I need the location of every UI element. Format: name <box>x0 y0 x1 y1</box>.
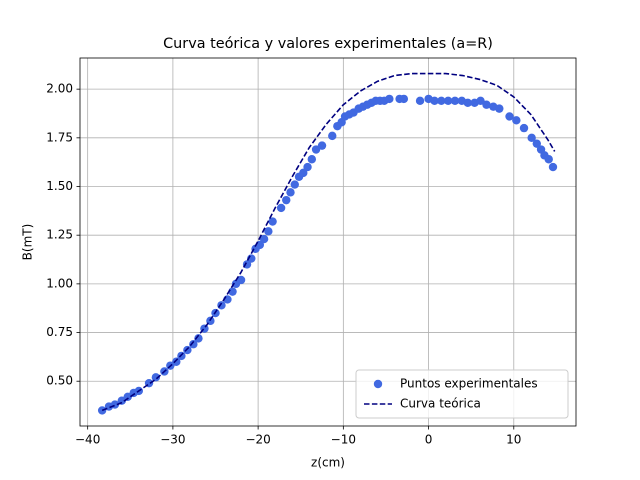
data-point <box>282 195 291 205</box>
data-point <box>512 116 521 125</box>
data-line <box>101 72 556 412</box>
data-point <box>228 287 237 296</box>
data-point <box>268 217 277 226</box>
data-point <box>399 94 409 104</box>
data-point <box>548 162 558 172</box>
legend-label: Curva teórica <box>400 397 481 411</box>
legend-box <box>355 369 569 419</box>
x-tick-label: −20 <box>245 433 270 447</box>
x-tick-label: −40 <box>75 433 100 447</box>
data-point <box>194 334 203 343</box>
data-point <box>476 96 485 106</box>
y-tick-label: 1.50 <box>46 179 73 193</box>
data-point <box>299 168 308 178</box>
y-tick-label: 2.00 <box>46 82 73 96</box>
y-axis-label: B(mT) <box>21 224 35 261</box>
data-point <box>123 392 132 401</box>
axes-frame <box>79 57 577 427</box>
y-tick-label: 1.00 <box>46 276 73 290</box>
data-point <box>463 98 472 107</box>
data-point <box>276 203 286 213</box>
data-point <box>385 94 394 104</box>
x-tick-label: 0 <box>425 433 433 447</box>
data-point <box>183 345 192 355</box>
x-tick-label: 10 <box>506 433 521 447</box>
data-point <box>430 96 439 106</box>
data-point <box>311 145 321 154</box>
data-point <box>527 133 536 143</box>
data-point <box>259 234 269 244</box>
chart-title: Curva teórica y valores experimentales (… <box>163 36 493 52</box>
y-tick-label: 1.75 <box>46 130 73 144</box>
y-tick-label: 1.25 <box>46 228 73 242</box>
data-point <box>151 373 161 382</box>
data-point <box>519 123 529 133</box>
data-point <box>482 100 491 109</box>
data-point <box>172 357 181 366</box>
data-point <box>189 340 198 349</box>
data-point <box>317 141 327 150</box>
data-point <box>303 162 312 172</box>
legend-swatch <box>373 379 383 389</box>
data-point <box>286 188 295 197</box>
data-point <box>443 96 453 106</box>
x-tick-label: −10 <box>331 433 356 447</box>
data-point <box>328 131 337 141</box>
data-point <box>437 96 446 106</box>
data-point <box>415 96 425 106</box>
data-point <box>532 139 541 148</box>
y-tick-label: 0.50 <box>46 374 73 388</box>
data-point <box>544 155 553 164</box>
data-point <box>290 180 299 189</box>
x-axis-label: z(cm) <box>311 456 345 470</box>
data-point <box>450 96 460 106</box>
data-point <box>495 104 504 113</box>
y-tick-label: 0.75 <box>46 325 73 339</box>
data-point <box>307 155 317 164</box>
data-point <box>264 227 273 236</box>
data-point <box>505 112 514 121</box>
data-point <box>236 275 246 285</box>
x-tick-label: −30 <box>160 433 185 447</box>
legend-label: Puntos experimentales <box>400 377 538 391</box>
